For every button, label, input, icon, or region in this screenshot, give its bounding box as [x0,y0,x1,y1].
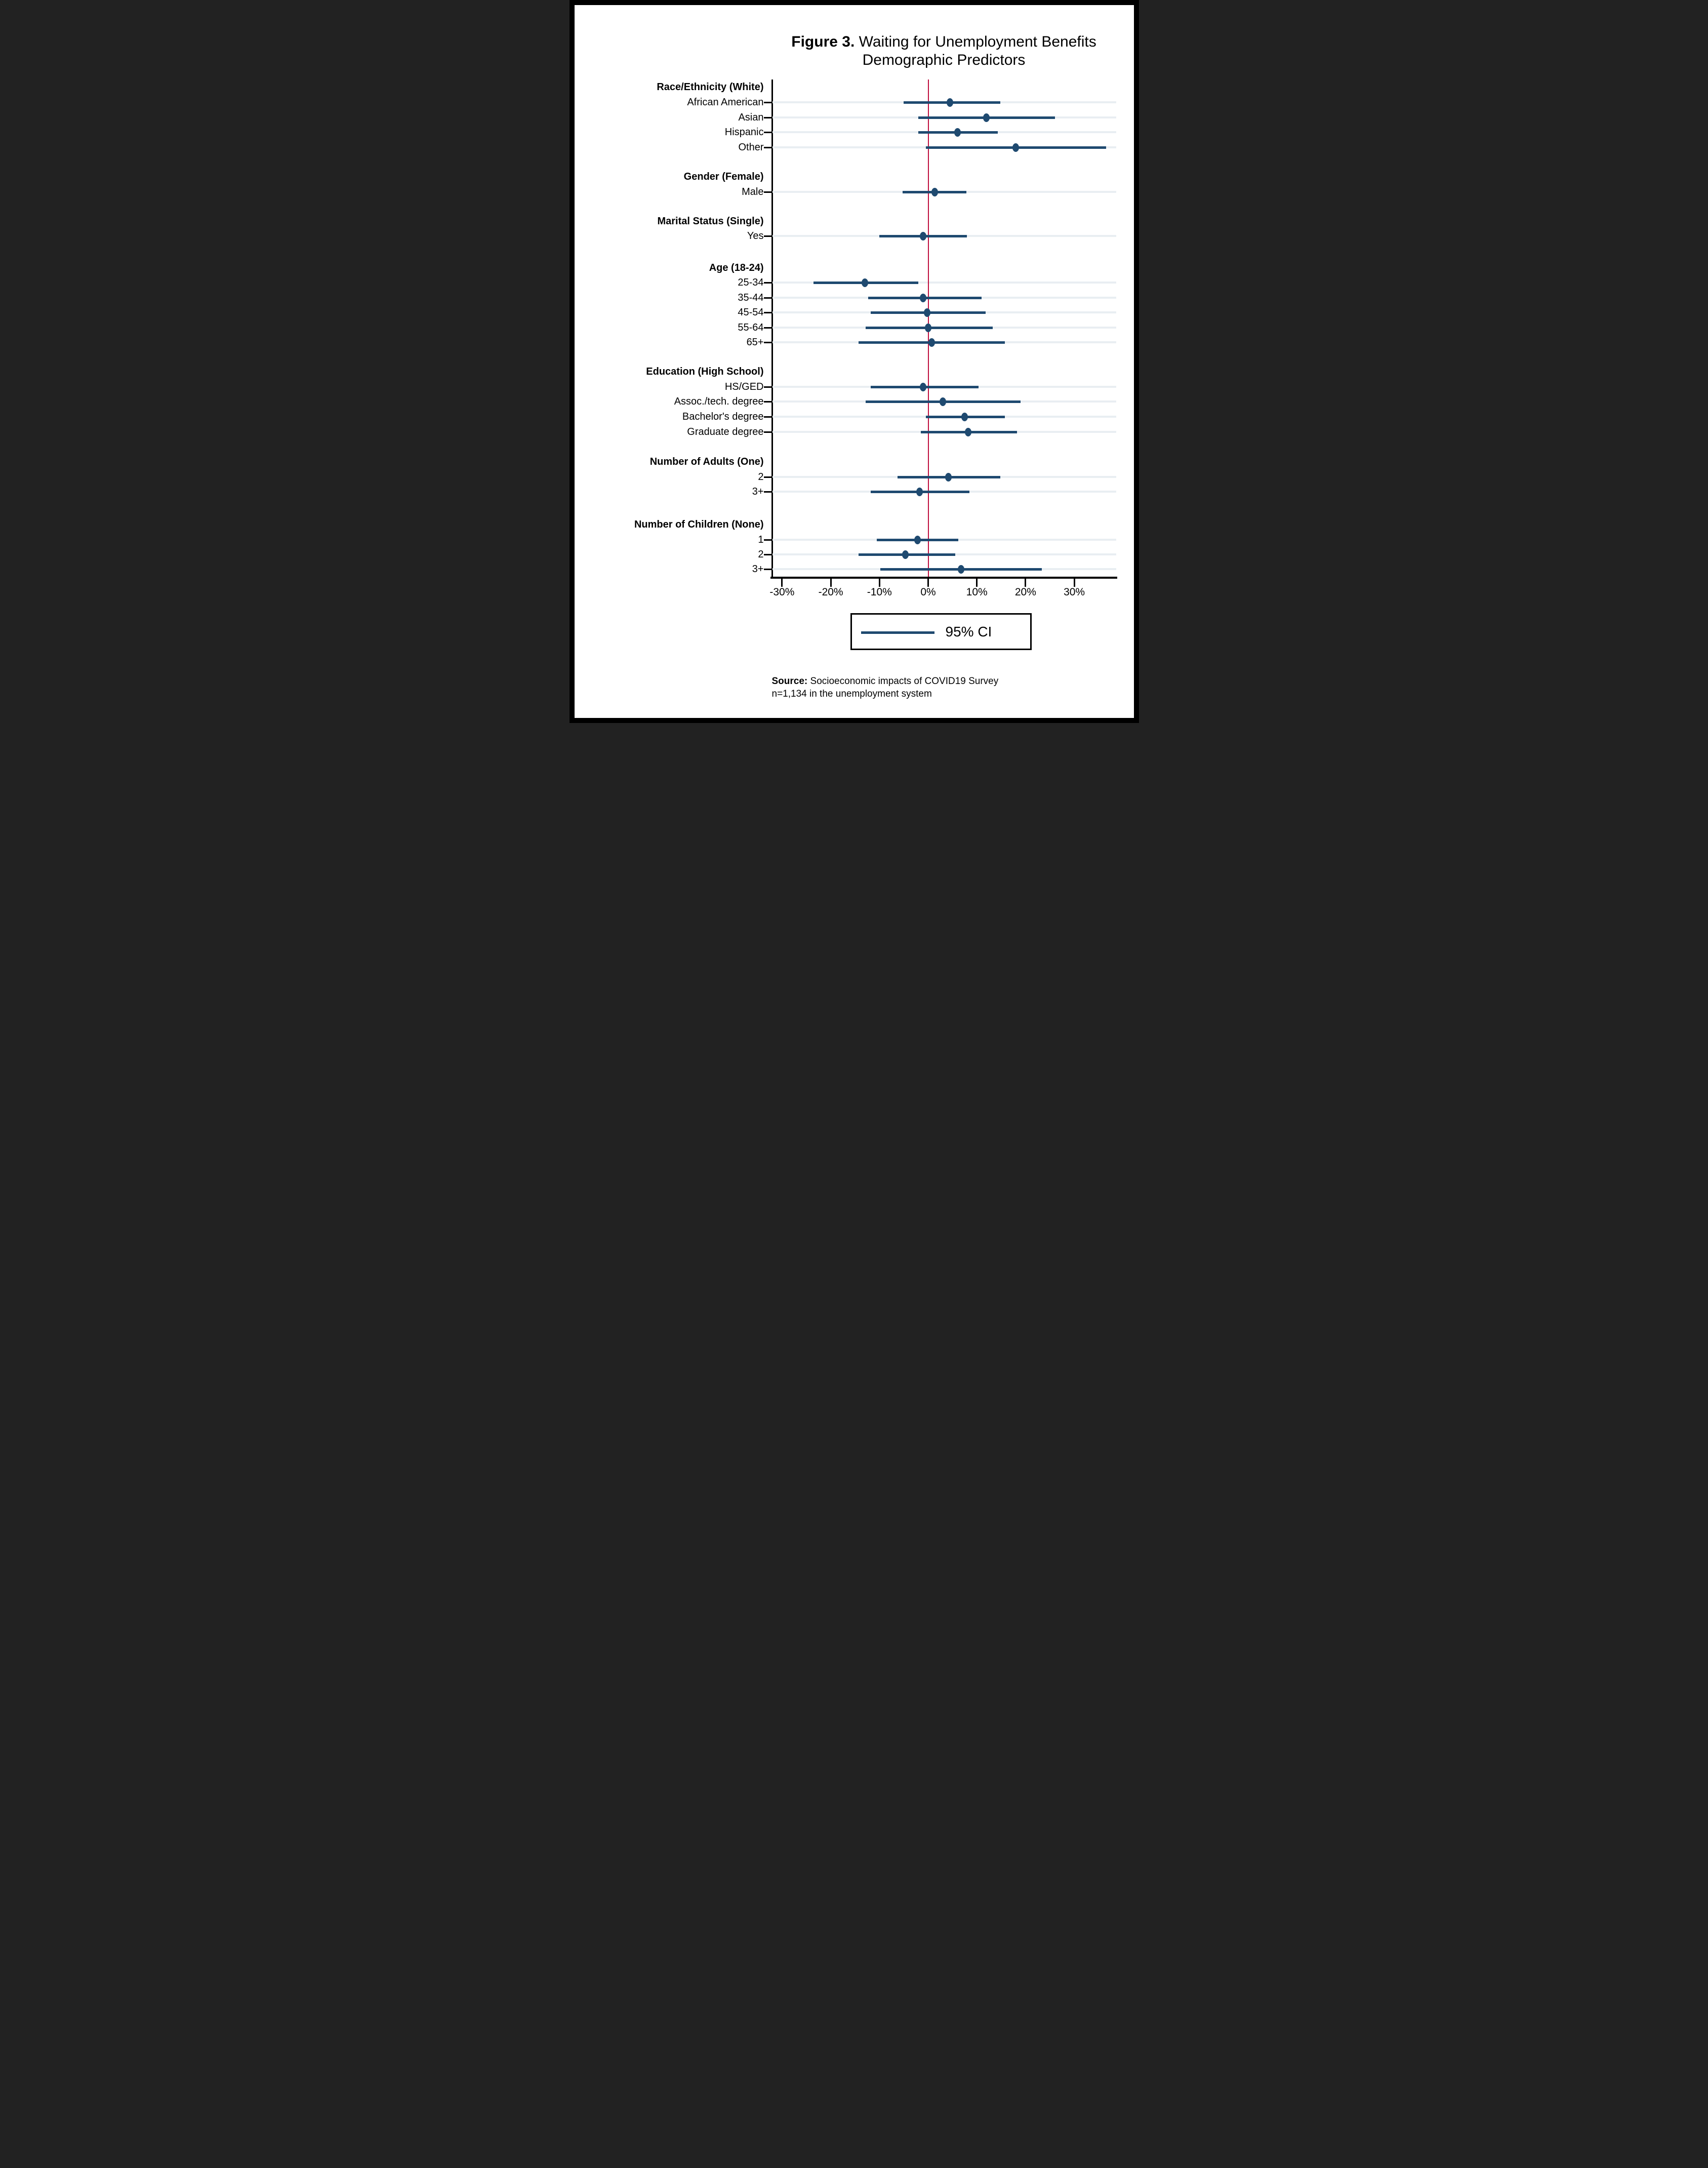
row-tick [763,386,772,388]
x-tick [781,579,783,587]
row-label: 65+ [746,337,764,348]
figure-title: Figure 3. Waiting for Unemployment Benef… [754,33,1134,69]
row-label: 45-54 [738,307,764,318]
y-axis-line [771,79,773,579]
row-label: 35-44 [738,292,764,303]
row-label: African American [687,97,764,108]
x-tick [927,579,929,587]
point-estimate-marker [902,550,909,559]
point-estimate-marker [945,472,952,481]
row-label: 3+ [752,486,764,497]
x-axis-line [770,577,1117,579]
source-prefix: Source: [771,676,808,687]
legend-ci-line-swatch [861,631,934,634]
section-header: Age (18-24) [709,262,764,273]
x-tick [830,579,832,587]
row-tick [763,476,772,478]
section-header: Race/Ethnicity (White) [657,82,764,93]
row-tick [763,416,772,418]
row-tick [763,191,772,193]
legend-box: 95% CI [850,613,1032,650]
figure-canvas: Figure 3. Waiting for Unemployment Benef… [574,5,1134,718]
row-tick [763,101,772,103]
x-tick-label: 30% [1064,586,1085,598]
source-sample-size: n=1,134 in the unemployment system [771,689,932,699]
point-estimate-marker [954,128,961,137]
point-estimate-marker [924,308,931,317]
point-estimate-marker [861,278,868,287]
row-tick [763,327,772,329]
point-estimate-marker [931,187,938,196]
row-label: Asian [738,112,764,123]
row-label: 2 [758,549,764,560]
row-tick [763,311,772,313]
point-estimate-marker [928,338,935,347]
point-estimate-marker [920,293,927,302]
point-estimate-marker [916,487,923,496]
row-tick [763,131,772,133]
figure-title-prefix: Figure 3. [791,33,855,50]
section-header: Gender (Female) [683,171,764,182]
point-estimate-marker [914,535,921,544]
x-tick-label: 10% [966,586,988,598]
point-estimate-marker [947,98,954,107]
row-label: 55-64 [738,322,764,333]
row-label: Other [738,142,764,153]
row-tick [763,553,772,555]
row-tick [763,568,772,570]
row-label: Graduate degree [687,426,764,437]
row-band [772,282,1116,284]
point-estimate-marker [920,231,927,240]
x-tick-label: 0% [920,586,936,598]
point-estimate-marker [983,113,990,122]
point-estimate-marker [920,382,927,391]
section-header: Number of Children (None) [634,519,764,530]
figure-subtitle: Demographic Predictors [862,52,1026,68]
row-tick [763,341,772,343]
x-tick-label: -30% [769,586,795,598]
row-tick [763,400,772,403]
row-label: Male [742,186,764,197]
point-estimate-marker [961,412,968,421]
x-tick [1025,579,1027,587]
row-tick [763,539,772,541]
row-label: Assoc./tech. degree [674,396,764,407]
row-label: 3+ [752,564,764,575]
row-label: Hispanic [724,127,764,138]
row-tick [763,116,772,118]
row-label: Yes [747,230,764,242]
legend-label: 95% CI [945,624,992,639]
point-estimate-marker [925,323,931,332]
row-label: Bachelor's degree [682,411,764,422]
x-tick-label: 20% [1014,586,1036,598]
source-text: Socioeconomic impacts of COVID19 Survey [807,676,999,687]
x-tick-label: -10% [867,586,892,598]
x-tick [878,579,880,587]
row-label: HS/GED [724,381,764,392]
row-tick [763,235,772,237]
point-estimate-marker [964,427,971,436]
x-tick [976,579,978,587]
row-label: 1 [758,534,764,545]
row-tick [763,146,772,148]
row-tick [763,431,772,433]
figure-frame: Figure 3. Waiting for Unemployment Benef… [569,0,1139,723]
section-header: Marital Status (Single) [657,216,764,227]
figure-title-rest: Waiting for Unemployment Benefits [855,33,1096,50]
x-tick [1073,579,1075,587]
row-label: 25-34 [738,277,764,288]
point-estimate-marker [1012,143,1020,152]
row-tick [763,491,772,493]
source-note: Source: Socioeconomic impacts of COVID19… [772,675,999,700]
x-tick-label: -20% [818,586,843,598]
section-header: Education (High School) [646,366,764,377]
section-header: Number of Adults (One) [649,456,764,467]
row-tick [763,297,772,299]
point-estimate-marker [958,565,965,574]
point-estimate-marker [939,397,946,406]
row-tick [763,282,772,284]
row-label: 2 [758,471,764,483]
